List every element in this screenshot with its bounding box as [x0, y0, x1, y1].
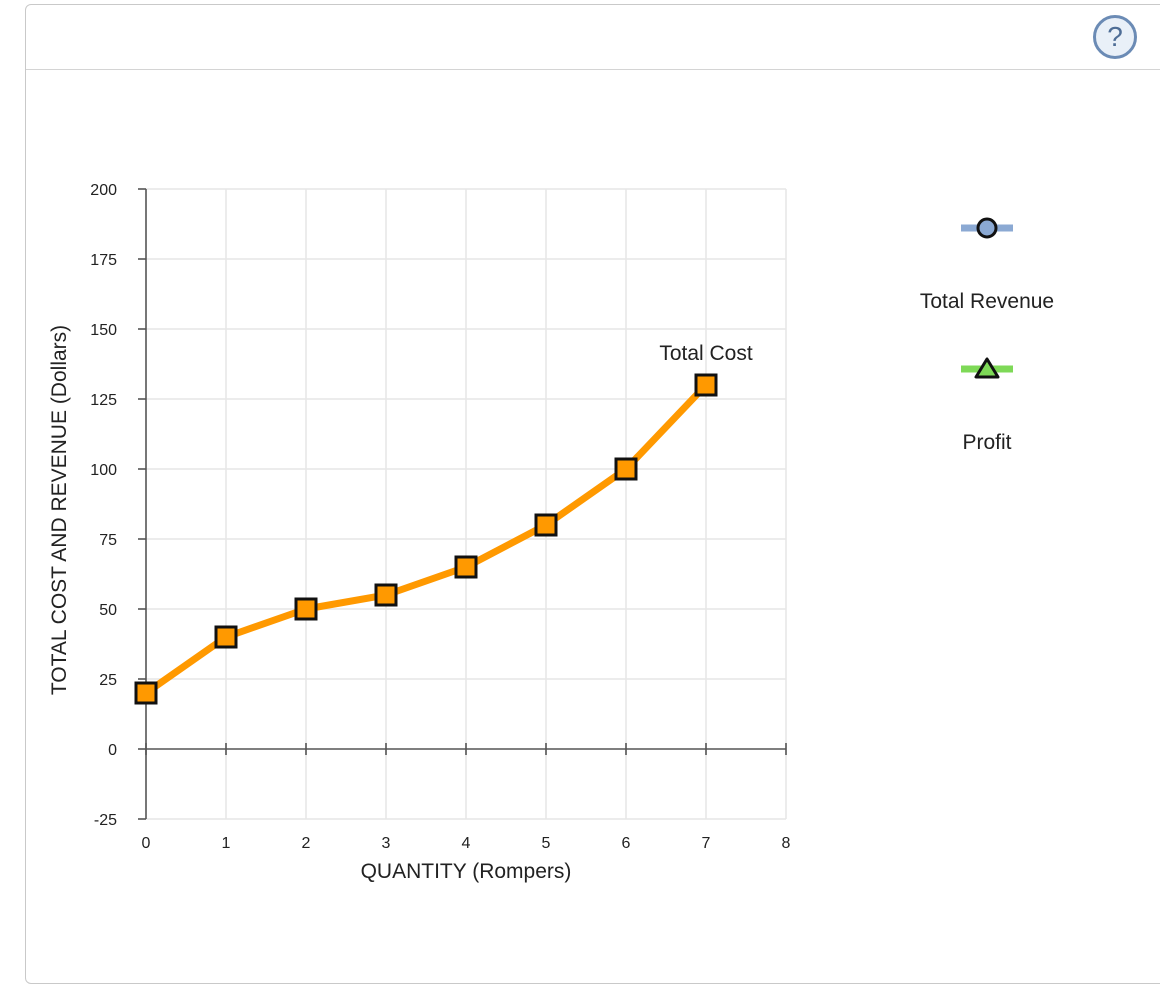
y-tick-label: 75	[99, 532, 117, 549]
legend-label: Total Revenue	[920, 290, 1054, 313]
legend: Total Revenue Profit	[920, 217, 1054, 454]
tick-labels: -25 0 25 50 75 100 125 150 175 200 0 1 2 3 4 5 6 7 8	[90, 182, 790, 852]
total-cost-point[interactable]	[614, 457, 638, 481]
total-cost-point[interactable]	[214, 625, 238, 649]
x-axis-label: QUANTITY (Rompers)	[361, 860, 572, 883]
y-tick-label: -25	[94, 812, 117, 829]
legend-item-total-revenue[interactable]: Total Revenue	[920, 217, 1054, 313]
legend-item-profit[interactable]: Profit	[961, 357, 1013, 454]
y-tick-label: 0	[108, 742, 117, 759]
total-cost-point[interactable]	[294, 597, 318, 621]
y-axis-label: TOTAL COST AND REVENUE (Dollars)	[48, 325, 71, 695]
axes	[138, 188, 787, 820]
x-tick-label: 7	[702, 835, 711, 852]
y-tick-label: 25	[99, 672, 117, 689]
x-tick-label: 6	[622, 835, 631, 852]
y-tick-label: 200	[90, 182, 117, 199]
panel-header: ?	[26, 5, 1160, 70]
help-button[interactable]: ?	[1093, 15, 1137, 59]
total-cost-point[interactable]	[534, 513, 558, 537]
circle-marker-icon	[976, 217, 998, 239]
x-tick-label: 0	[142, 835, 151, 852]
y-tick-label: 150	[90, 322, 117, 339]
help-icon: ?	[1107, 21, 1123, 52]
x-tick-label: 2	[302, 835, 311, 852]
series-label: Total Cost	[659, 342, 753, 365]
y-tick-label: 175	[90, 252, 117, 269]
total-cost-point[interactable]	[454, 555, 478, 579]
y-tick-label: 100	[90, 462, 117, 479]
total-cost-point[interactable]	[374, 583, 398, 607]
x-tick-label: 1	[222, 835, 231, 852]
grid	[146, 188, 787, 820]
y-tick-label: 125	[90, 392, 117, 409]
x-tick-label: 5	[542, 835, 551, 852]
total-cost-line	[142, 381, 710, 697]
x-tick-label: 4	[462, 835, 471, 852]
x-tick-label: 3	[382, 835, 391, 852]
series-layer: Total Cost	[134, 342, 753, 705]
x-tick-label: 8	[782, 835, 791, 852]
legend-label: Profit	[962, 431, 1011, 454]
total-cost-point[interactable]	[694, 373, 718, 397]
total-cost-point[interactable]	[134, 681, 158, 705]
triangle-marker-icon	[974, 357, 1000, 379]
y-tick-label: 50	[99, 602, 117, 619]
